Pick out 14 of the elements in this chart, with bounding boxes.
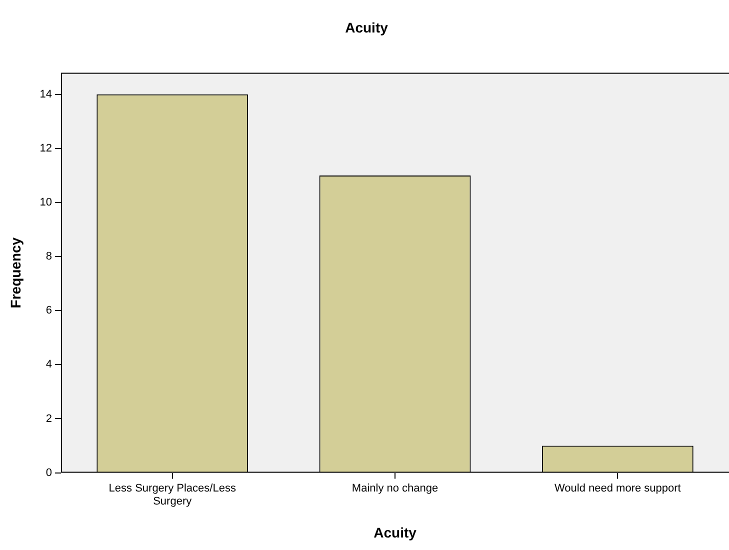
y-tick-label: 2: [46, 412, 52, 425]
y-axis-title: Frequency: [7, 237, 24, 308]
x-tick-label: Less Surgery Places/Less Surgery: [108, 482, 236, 508]
y-tick-label: 10: [40, 196, 52, 209]
x-axis-title: Acuity: [374, 524, 417, 540]
y-tick-label: 14: [40, 88, 52, 100]
y-tick-label: 0: [46, 466, 52, 479]
x-tick-label: Mainly no change: [352, 482, 438, 494]
y-tick-label: 4: [46, 358, 52, 371]
y-tick-label: 8: [46, 250, 52, 263]
y-tick-label: 6: [46, 304, 52, 317]
y-tick-label: 12: [40, 142, 52, 155]
x-tick-label: Would need more support: [554, 482, 681, 494]
chart-title: Acuity: [345, 19, 388, 36]
